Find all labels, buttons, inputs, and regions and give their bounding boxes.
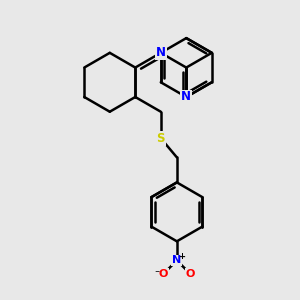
Text: ⁻: ⁻ <box>154 269 160 279</box>
Text: N: N <box>181 91 191 103</box>
Text: O: O <box>159 269 168 279</box>
Text: +: + <box>178 252 185 261</box>
Text: S: S <box>157 132 165 145</box>
Text: N: N <box>156 46 166 59</box>
Text: N: N <box>172 256 182 266</box>
Text: O: O <box>185 269 195 279</box>
